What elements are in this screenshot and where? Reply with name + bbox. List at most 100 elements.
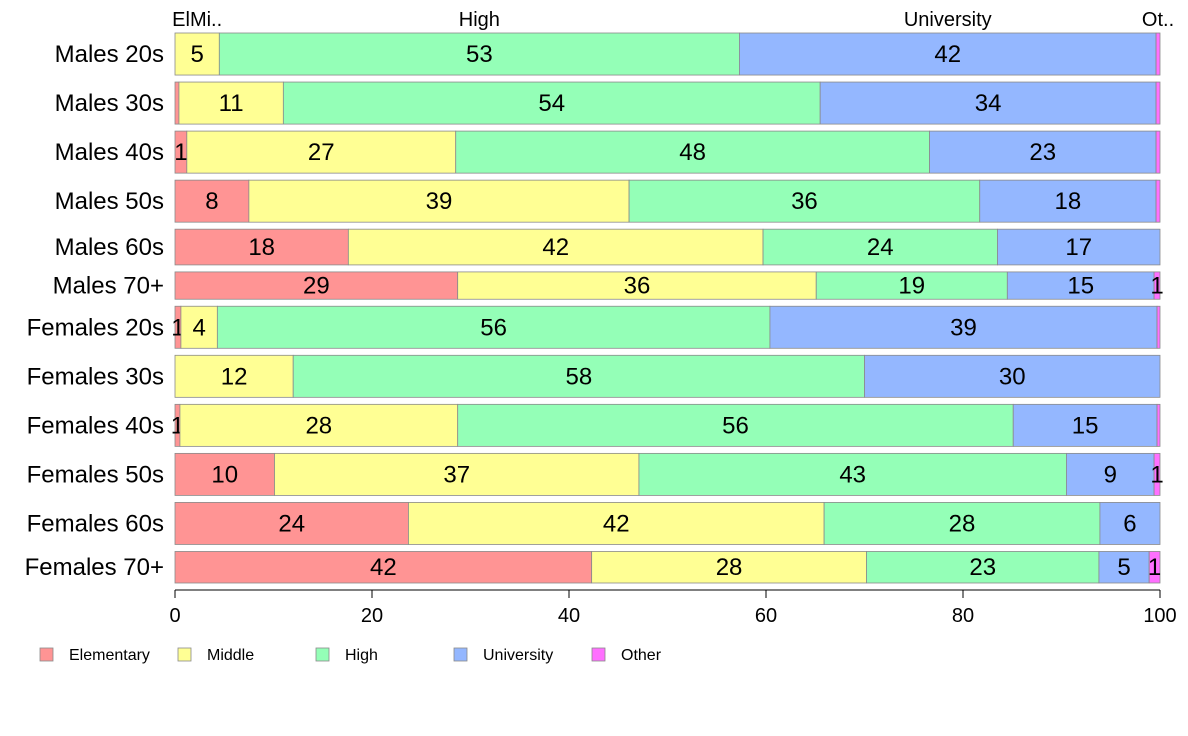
category-label: Females 40s	[27, 412, 164, 439]
data-label: 17	[1065, 234, 1092, 261]
data-label: 30	[999, 363, 1026, 390]
data-label: 24	[278, 510, 305, 537]
data-label: 5	[1117, 554, 1130, 581]
data-label: 18	[248, 234, 275, 261]
bar-segment	[1156, 305, 1161, 349]
data-label: 28	[305, 412, 332, 439]
x-tick-label: 40	[558, 605, 580, 627]
top-group-label: ElMi..	[172, 9, 222, 31]
x-tick-label: 80	[952, 605, 974, 627]
data-label: 34	[975, 90, 1002, 117]
top-group-label: University	[904, 9, 992, 31]
bar-segment	[1099, 502, 1161, 545]
bar-segment	[1155, 179, 1161, 223]
data-label: 54	[538, 90, 565, 117]
legend-label: University	[483, 647, 553, 664]
data-label: 10	[211, 461, 238, 488]
bar-segment	[1155, 81, 1161, 125]
bar-segment	[1098, 551, 1150, 584]
bar-segment	[739, 32, 1157, 76]
data-label: 53	[466, 41, 493, 68]
bar-segment	[248, 179, 630, 223]
bar-segment	[1155, 32, 1161, 76]
bar-segment	[174, 551, 593, 584]
data-label: 23	[969, 554, 996, 581]
data-label: 28	[949, 510, 976, 537]
bar-segment	[174, 228, 349, 266]
data-label: 39	[950, 314, 977, 341]
bar-segment	[864, 354, 1161, 398]
data-label: 23	[1029, 139, 1056, 166]
data-label: 29	[303, 273, 330, 300]
data-label: 24	[867, 234, 894, 261]
data-label: 12	[221, 363, 248, 390]
data-label: 56	[722, 412, 749, 439]
bar-segment	[292, 354, 865, 398]
category-label: Males 20s	[55, 41, 164, 68]
legend-swatch	[177, 647, 192, 662]
bar-segment	[216, 305, 771, 349]
bar-segment	[180, 305, 218, 349]
data-label: 36	[624, 273, 651, 300]
bar-segment	[455, 130, 930, 174]
category-label: Males 40s	[55, 139, 164, 166]
category-label: Females 30s	[27, 363, 164, 390]
top-group-label: Ot..	[1142, 9, 1174, 31]
category-label: Males 30s	[55, 90, 164, 117]
data-label: 1	[1150, 461, 1163, 488]
legend-label: Other	[621, 647, 662, 664]
bar-segment	[457, 271, 817, 300]
bar-segment	[186, 130, 457, 174]
data-label: 58	[565, 363, 592, 390]
data-label: 4	[192, 314, 205, 341]
top-group-label: High	[459, 9, 500, 31]
legend-swatch	[453, 647, 468, 662]
category-label: Females 60s	[27, 510, 164, 537]
bar-segment	[178, 81, 284, 125]
legend-label: High	[345, 647, 378, 664]
data-label: 56	[480, 314, 507, 341]
legend-swatch	[39, 647, 54, 662]
data-label: 15	[1072, 412, 1099, 439]
x-tick-label: 0	[169, 605, 180, 627]
category-label: Females 70+	[25, 554, 164, 581]
bar-segment	[347, 228, 764, 266]
data-label: 19	[898, 273, 925, 300]
bar-segment	[628, 179, 981, 223]
bar-segment	[218, 32, 740, 76]
bar-segment	[1156, 403, 1161, 447]
bar-segment	[638, 452, 1067, 496]
category-label: Males 60s	[55, 234, 164, 261]
data-label: 48	[679, 139, 706, 166]
data-label: 1	[1150, 273, 1163, 300]
bar-segment	[591, 551, 867, 584]
legend-swatch	[315, 647, 330, 662]
category-label: Males 50s	[55, 188, 164, 215]
data-label: 8	[205, 188, 218, 215]
bar-segment	[1155, 130, 1161, 174]
data-label: 42	[603, 510, 630, 537]
data-label: 11	[219, 90, 244, 117]
data-label: 43	[839, 461, 866, 488]
legend-swatch	[591, 647, 606, 662]
data-label: 36	[791, 188, 818, 215]
bar-segment	[823, 502, 1101, 545]
category-label: Females 50s	[27, 461, 164, 488]
bar-segment	[979, 179, 1157, 223]
bar-segment	[929, 130, 1157, 174]
data-label: 27	[308, 139, 335, 166]
bar-segment	[179, 403, 459, 447]
category-label: Females 20s	[27, 314, 164, 341]
data-label: 28	[716, 554, 743, 581]
bar-segment	[1153, 271, 1161, 300]
data-label: 42	[542, 234, 569, 261]
data-label: 9	[1104, 461, 1117, 488]
bar-segment	[174, 502, 409, 545]
x-tick-label: 20	[361, 605, 383, 627]
x-tick-label: 60	[755, 605, 777, 627]
category-label: Males 70+	[53, 273, 164, 300]
data-label: 5	[190, 41, 203, 68]
bar-segment	[866, 551, 1100, 584]
legend-label: Elementary	[69, 647, 150, 664]
